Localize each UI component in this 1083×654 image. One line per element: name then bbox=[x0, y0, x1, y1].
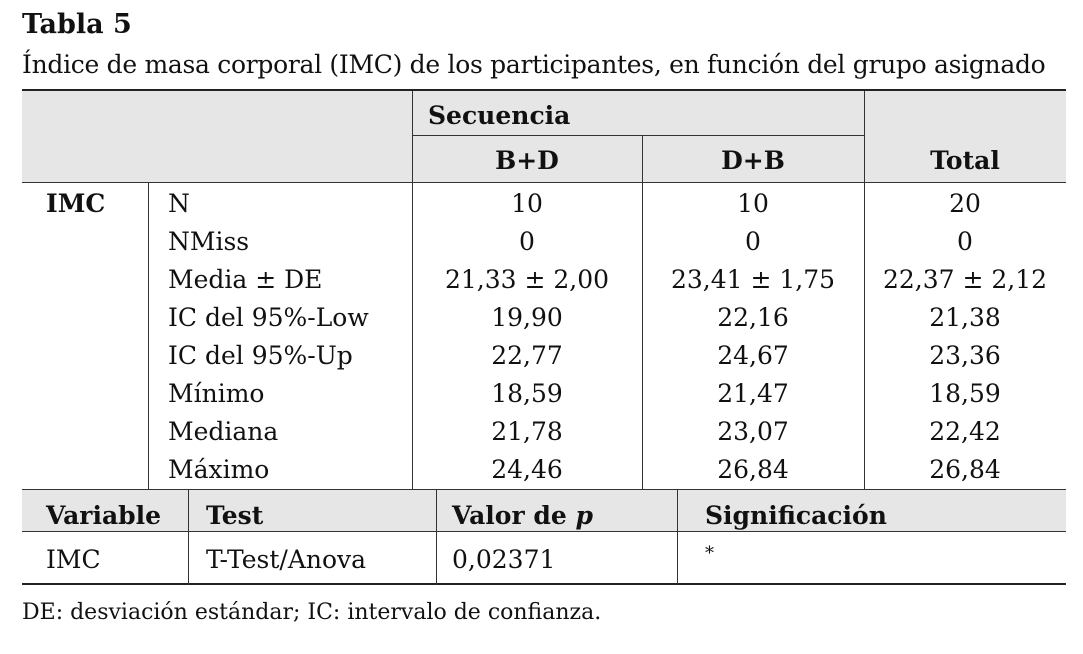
table: Secuencia B+D D+B Total IMC N 10 10 20 NMiss… bbox=[22, 89, 1066, 585]
header-secuencia: Secuencia bbox=[428, 101, 571, 130]
header-col-db: D+B bbox=[721, 146, 785, 175]
table-label: Tabla 5 bbox=[22, 9, 132, 40]
rule-test-header bbox=[22, 531, 1066, 532]
test-header-pvalue-text: Valor de p bbox=[452, 501, 593, 530]
stats-row-label: IC del 95%-Up bbox=[168, 341, 353, 370]
rule-v-test2 bbox=[436, 489, 437, 585]
stats-cell: 0 bbox=[957, 227, 973, 256]
test-cell-pvalue: 0,02371 bbox=[452, 545, 556, 574]
stats-cell: 21,38 bbox=[929, 303, 1001, 332]
rule-v-label bbox=[148, 182, 149, 489]
stats-cell: 21,47 bbox=[717, 379, 789, 408]
stats-row-label: Media ± DE bbox=[168, 265, 323, 294]
test-header-variable: Variable bbox=[46, 501, 162, 530]
stats-row-label: Máximo bbox=[168, 455, 270, 484]
stats-cell: 23,41 ± 1,75 bbox=[670, 265, 836, 294]
rule-secuencia bbox=[412, 135, 864, 136]
rule-v-col2 bbox=[642, 135, 643, 489]
test-cell-variable: IMC bbox=[46, 545, 101, 574]
stats-row-label: IC del 95%-Low bbox=[168, 303, 369, 332]
stats-cell: 21,33 ± 2,00 bbox=[444, 265, 610, 294]
stats-cell: 10 bbox=[737, 189, 769, 218]
stats-cell: 10 bbox=[511, 189, 543, 218]
test-cell-test: T-Test/Anova bbox=[206, 545, 367, 574]
header-shade bbox=[22, 91, 1066, 182]
stats-cell: 20 bbox=[949, 189, 981, 218]
rule-stats-bottom bbox=[22, 489, 1066, 490]
stats-cell: 22,16 bbox=[717, 303, 789, 332]
header-total: Total bbox=[930, 146, 1000, 175]
stats-row-label: Mínimo bbox=[168, 379, 265, 408]
rule-header-bottom bbox=[22, 182, 1066, 183]
stats-cell: 19,90 bbox=[491, 303, 563, 332]
table-footnote: DE: desviación estándar; IC: intervalo d… bbox=[22, 600, 602, 625]
stats-row-label: NMiss bbox=[168, 227, 250, 256]
stats-cell: 18,59 bbox=[929, 379, 1001, 408]
stats-cell: 22,42 bbox=[929, 417, 1001, 446]
stats-cell: 0 bbox=[519, 227, 535, 256]
stats-cell: 24,46 bbox=[491, 455, 563, 484]
stats-cell: 26,84 bbox=[717, 455, 789, 484]
rule-v-test1 bbox=[188, 489, 189, 585]
rule-v-col1 bbox=[412, 91, 413, 489]
table-caption: Índice de masa corporal (IMC) de los par… bbox=[22, 50, 1046, 79]
stats-cell: 0 bbox=[745, 227, 761, 256]
rule-v-test3 bbox=[677, 489, 678, 585]
stats-cell: 23,07 bbox=[717, 417, 789, 446]
p-symbol: p bbox=[575, 501, 593, 530]
stats-cell: 24,67 bbox=[717, 341, 789, 370]
stats-row-label: N bbox=[168, 189, 190, 218]
test-header-pvalue: Valor de p bbox=[452, 499, 593, 533]
rule-v-total bbox=[864, 91, 865, 489]
test-header-test: Test bbox=[206, 501, 264, 530]
stats-variable: IMC bbox=[46, 189, 106, 218]
stats-cell: 23,36 bbox=[929, 341, 1001, 370]
stats-cell: 22,77 bbox=[491, 341, 563, 370]
test-header-shade bbox=[22, 489, 1066, 531]
stats-cell: 22,37 ± 2,12 bbox=[882, 265, 1048, 294]
test-cell-significance: * bbox=[705, 543, 714, 564]
stats-cell: 21,78 bbox=[491, 417, 563, 446]
stats-row-label: Mediana bbox=[168, 417, 279, 446]
test-header-significance: Significación bbox=[705, 501, 887, 530]
stats-cell: 18,59 bbox=[491, 379, 563, 408]
stats-cell: 26,84 bbox=[929, 455, 1001, 484]
header-col-bd: B+D bbox=[495, 146, 559, 175]
